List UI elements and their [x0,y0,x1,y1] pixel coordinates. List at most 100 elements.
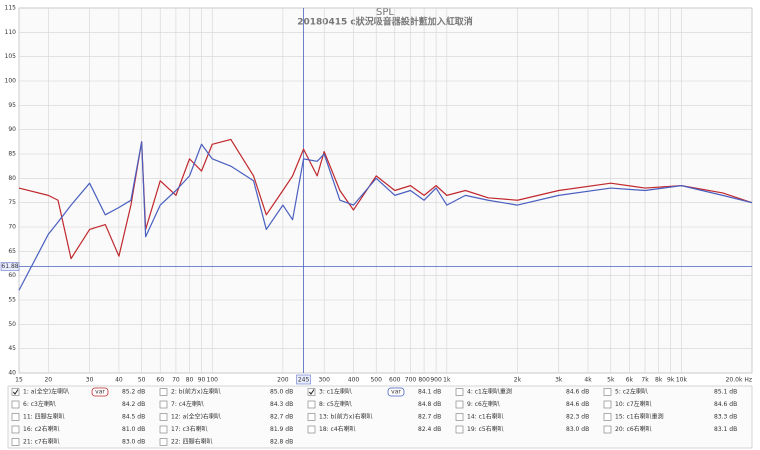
legend-reading: 84.6 dB [714,401,737,408]
legend-label: 3: c1左喇叭 [319,388,352,396]
legend-label: 16: c2右喇叭 [23,425,60,433]
legend-reading: 84.1 dB [418,389,441,396]
legend-reading: 84.6 dB [566,401,589,408]
legend-label: 4: c1左喇叭重測 [467,388,512,396]
checkbox[interactable] [455,400,464,409]
x-tick-label: 600 [389,377,401,384]
x-tick-label: 3k [555,377,563,384]
y-tick-label: 100 [5,78,17,85]
legend-label: 2: b(前方x)左喇叭 [171,388,221,396]
legend-reading: 83.0 dB [566,426,589,433]
y-tick-label: 40 [8,370,16,377]
plot-area [18,7,753,374]
x-tick-label: 500 [370,377,382,384]
checkbox[interactable] [603,400,612,409]
legend-label: 10: c7左喇叭 [615,400,652,408]
x-tick-label: 100 [207,377,219,384]
checkbox[interactable] [11,400,20,409]
legend-label: 14: c1右喇叭 [467,413,504,421]
x-tick-label: 40 [115,377,123,384]
legend-label: 8: c5左喇叭 [319,400,352,408]
checkbox[interactable] [603,413,612,421]
legend-label: 21: c7右喇叭 [23,438,60,446]
x-tick-label: 60 [156,377,164,384]
var-badge-text: var [95,389,105,396]
y-tick-label: 105 [5,53,17,60]
legend-reading: 82.7 dB [418,414,441,421]
checkbox[interactable] [11,438,20,446]
legend-reading: 85.2 dB [122,389,145,396]
legend-label: 12: a(全空)右喇叭 [171,413,221,421]
var-badge-text: var [391,389,401,396]
checkbox[interactable] [11,425,20,434]
y-tick-label: 80 [8,175,16,182]
checkbox[interactable] [11,388,20,396]
y-tick-label: 45 [8,345,16,352]
x-tick-label: 15 [15,377,23,384]
x-tick-label: 90 [198,377,206,384]
series-line [18,138,753,260]
legend-label: 1: a(全空)左喇叭 [23,388,69,396]
legend-reading: 82.3 dB [566,414,589,421]
legend-label: 15: c1右喇叭重測 [615,413,664,421]
legend-reading: 83.1 dB [714,426,737,433]
x-tick-label: 8k [655,377,663,384]
chart-subtitle: 20180415 c狀況吸音器設計藍加入紅取消 [297,16,473,28]
x-tick-label: 800 [418,377,430,384]
x-tick-label: 2k [514,377,522,384]
checkbox[interactable] [159,425,168,434]
checkbox[interactable] [455,413,464,421]
legend-reading: 83.3 dB [714,414,737,421]
checkbox[interactable] [455,388,464,396]
chart-title: SPL [376,7,394,18]
cursor-x-label: 245 [298,377,310,384]
checkbox[interactable] [307,425,316,434]
checkbox[interactable] [159,438,168,446]
legend-reading: 84.6 dB [566,389,589,396]
x-tick-label: 400 [348,377,360,384]
checkmark [308,389,315,395]
checkbox[interactable] [307,413,316,421]
checkbox[interactable] [159,388,168,396]
legend-label: 5: c2左喇叭 [615,388,648,396]
y-tick-label: 65 [8,248,16,255]
legend-reading: 81.9 dB [270,426,293,433]
checkbox[interactable] [307,400,316,409]
x-tick-label: 300 [318,377,330,384]
legend-label: 13: b(前方x)右喇叭 [319,413,373,421]
x-tick-label: 900 [430,377,442,384]
legend-reading: 85.0 dB [270,389,293,396]
checkbox[interactable] [307,388,316,396]
checkmark [12,389,19,395]
y-tick-label: 95 [8,102,16,109]
cursor-y-label: 61.88 [1,263,18,270]
checkbox[interactable] [159,400,168,409]
x-tick-label: 70 [172,377,180,384]
legend-label: 6: c3左喇叭 [23,400,56,408]
x-tick-label: 20.0k Hz [726,377,752,384]
legend-label: 19: c5右喇叭 [467,425,504,433]
checkbox[interactable] [455,425,464,434]
x-tick-label: 50 [138,377,146,384]
checkbox[interactable] [603,388,612,396]
var-badge[interactable] [387,387,405,397]
y-tick-label: 50 [8,321,16,328]
x-tick-label: 6k [626,377,634,384]
legend-reading: 82.4 dB [418,426,441,433]
cursor-badge [296,374,311,385]
x-tick-label: 7k [641,377,649,384]
x-tick-label: 5k [607,377,615,384]
x-tick-label: 20 [44,377,52,384]
legend-label: 11: 四腳左喇叭 [23,413,65,421]
y-tick-label: 85 [8,151,16,158]
checkbox[interactable] [603,425,612,434]
y-tick-label: 110 [5,29,17,36]
x-tick-label: 700 [405,377,417,384]
var-badge[interactable] [91,387,109,397]
x-tick-label: 200 [277,377,289,384]
x-tick-label: 1k [443,377,451,384]
y-tick-label: 70 [8,224,16,231]
checkbox[interactable] [11,413,20,421]
checkbox[interactable] [159,413,168,421]
